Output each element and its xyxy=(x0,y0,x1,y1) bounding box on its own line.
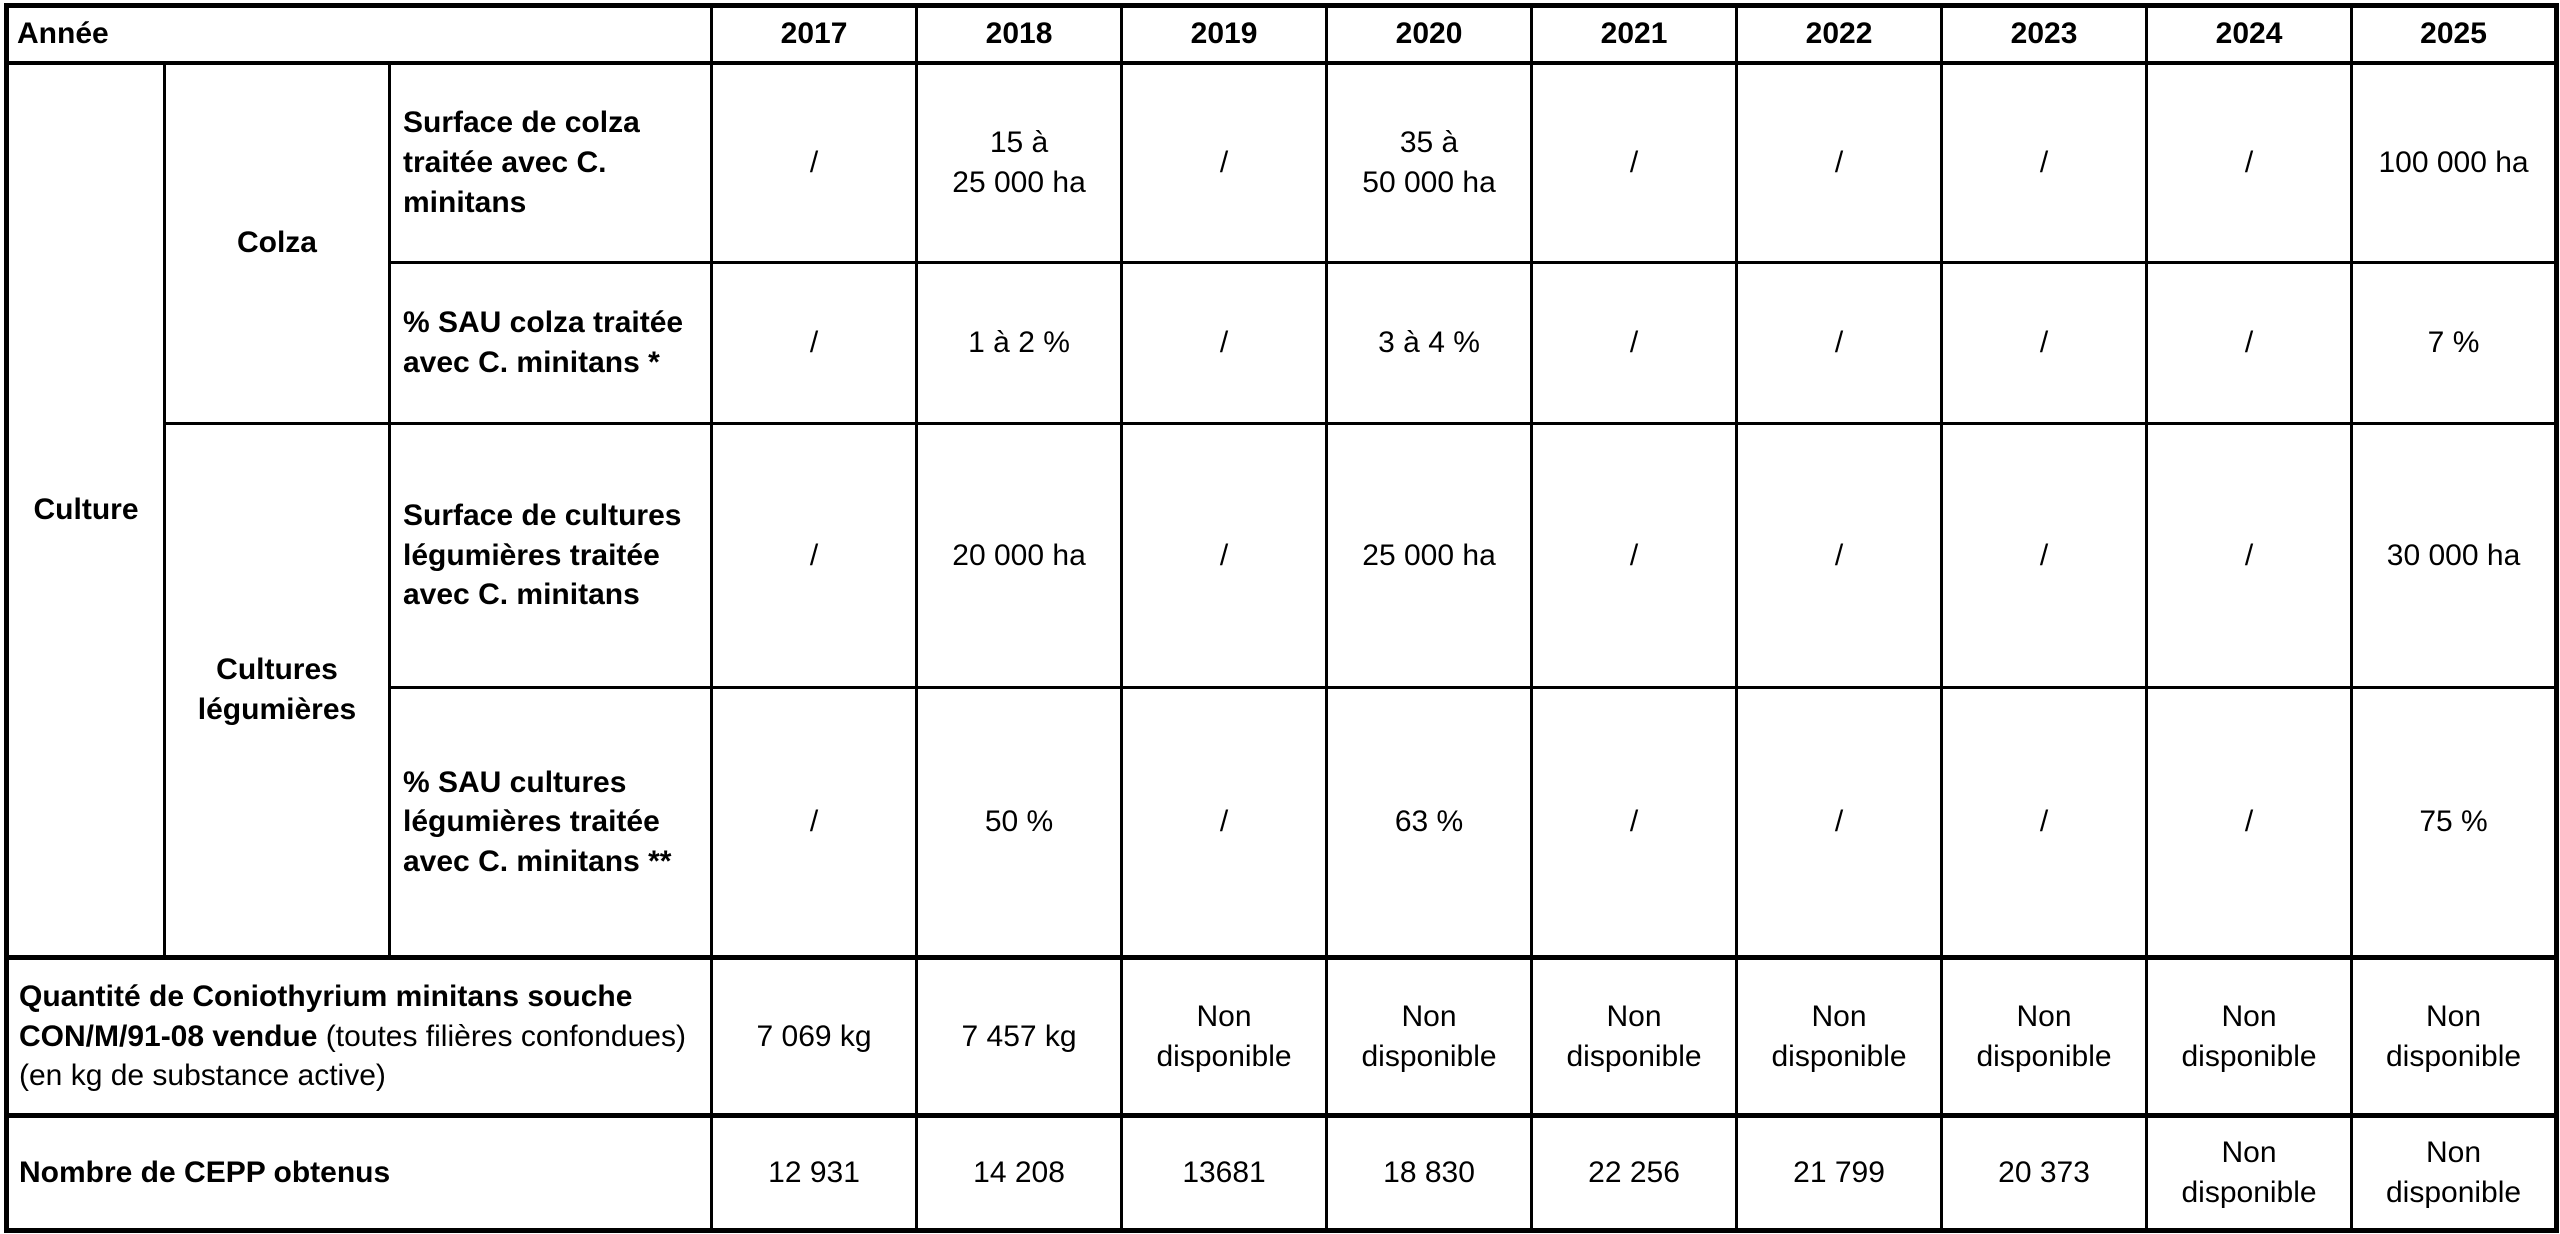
value-cell: / xyxy=(710,261,919,425)
year-header-2022: 2022 xyxy=(1735,4,1944,65)
value-cell: Non disponible xyxy=(1325,955,1534,1117)
value-cell: / xyxy=(1940,61,2149,264)
value-cell: 63 % xyxy=(1325,686,1534,959)
value-cell: 7 % xyxy=(2350,261,2559,425)
value-cell: 22 256 xyxy=(1530,1113,1739,1232)
value-cell: / xyxy=(2145,261,2354,425)
surface-colza-label: Surface de colza traitée avec C. minitan… xyxy=(387,61,714,264)
cultures-legumieres-group-cell: Cultures légumières xyxy=(163,422,391,959)
value-cell: / xyxy=(1530,422,1739,689)
value-cell: / xyxy=(710,686,919,959)
value-cell: 12 931 xyxy=(710,1113,919,1232)
cepp-row-label: Nombre de CEPP obtenus xyxy=(4,1113,714,1232)
value-cell: / xyxy=(1940,261,2149,425)
year-header-2017: 2017 xyxy=(710,4,919,65)
value-cell: 3 à 4 % xyxy=(1325,261,1534,425)
year-header-2018: 2018 xyxy=(915,4,1124,65)
value-cell: 15 à 25 000 ha xyxy=(915,61,1124,264)
value-cell: / xyxy=(1120,686,1329,959)
year-header-2021: 2021 xyxy=(1530,4,1739,65)
value-cell: 75 % xyxy=(2350,686,2559,959)
cepp-data-table: Année 2017 2018 2019 2020 2021 2022 2023… xyxy=(4,3,2560,1233)
culture-group-cell: Culture xyxy=(5,61,166,959)
value-cell: Non disponible xyxy=(2145,1113,2354,1232)
value-cell: Non disponible xyxy=(2350,1113,2559,1232)
value-cell: Non disponible xyxy=(2145,955,2354,1117)
value-cell: Non disponible xyxy=(2350,955,2559,1117)
value-cell: / xyxy=(2145,422,2354,689)
value-cell: 13681 xyxy=(1120,1113,1329,1232)
year-header-2019: 2019 xyxy=(1120,4,1329,65)
value-cell: / xyxy=(710,61,919,264)
sau-legumieres-label: % SAU cultures légumières traitée avec C… xyxy=(387,686,714,959)
row-cepp-count: Nombre de CEPP obtenus 12 931 14 208 136… xyxy=(4,1113,2559,1232)
value-cell: 25 000 ha xyxy=(1325,422,1534,689)
quantity-row-label: Quantité de Coniothyrium minitans souche… xyxy=(4,955,714,1117)
surface-legumieres-label: Surface de cultures légumières traitée a… xyxy=(387,422,714,689)
year-header-2023: 2023 xyxy=(1940,4,2149,65)
value-cell: Non disponible xyxy=(1120,955,1329,1117)
value-cell: / xyxy=(1120,261,1329,425)
value-cell: / xyxy=(1530,686,1739,959)
value-cell: / xyxy=(2145,61,2354,264)
value-cell: / xyxy=(1735,422,1944,689)
year-header-2020: 2020 xyxy=(1325,4,1534,65)
value-cell: / xyxy=(1530,61,1739,264)
year-header-2024: 2024 xyxy=(2145,4,2354,65)
value-cell: 20 000 ha xyxy=(915,422,1124,689)
value-cell: 21 799 xyxy=(1735,1113,1944,1232)
value-cell: / xyxy=(1120,422,1329,689)
value-cell: Non disponible xyxy=(1940,955,2149,1117)
row-quantity-sold: Quantité de Coniothyrium minitans souche… xyxy=(4,955,2559,1117)
value-cell: / xyxy=(710,422,919,689)
row-surface-colza: Culture Colza Surface de colza traitée a… xyxy=(5,61,2559,959)
value-cell: / xyxy=(1940,686,2149,959)
value-cell: 7 069 kg xyxy=(710,955,919,1117)
value-cell: 100 000 ha xyxy=(2350,61,2559,264)
value-cell: 20 373 xyxy=(1940,1113,2149,1232)
value-cell: 50 % xyxy=(915,686,1124,959)
colza-group-cell: Colza xyxy=(163,61,391,425)
value-cell: / xyxy=(2145,686,2354,959)
quantity-label-regular: (toutes filières confondues) (en kg de s… xyxy=(19,1019,686,1093)
row-sau-colza: % SAU colza traitée avec C. minitans * /… xyxy=(7,261,2559,425)
value-cell: 7 457 kg xyxy=(915,955,1124,1117)
row-surface-legumieres: Cultures légumières Surface de cultures … xyxy=(7,422,2559,959)
value-cell: 35 à 50 000 ha xyxy=(1325,61,1534,264)
annee-header-cell: Année xyxy=(4,4,714,65)
value-cell: 18 830 xyxy=(1325,1113,1534,1232)
value-cell: Non disponible xyxy=(1735,955,1944,1117)
value-cell: Non disponible xyxy=(1530,955,1739,1117)
value-cell: 14 208 xyxy=(915,1113,1124,1232)
quantity-label-bold: Quantité de Coniothyrium minitans souche… xyxy=(19,980,633,1053)
year-header-row: Année 2017 2018 2019 2020 2021 2022 2023… xyxy=(4,4,2560,65)
year-header-2025: 2025 xyxy=(2350,4,2560,65)
value-cell: / xyxy=(1735,686,1944,959)
value-cell: / xyxy=(1735,261,1944,425)
value-cell: / xyxy=(1940,422,2149,689)
value-cell: 1 à 2 % xyxy=(915,261,1124,425)
value-cell: / xyxy=(1120,61,1329,264)
value-cell: / xyxy=(1735,61,1944,264)
sau-colza-label: % SAU colza traitée avec C. minitans * xyxy=(387,261,714,425)
row-sau-legumieres: % SAU cultures légumières traitée avec C… xyxy=(7,686,2559,959)
value-cell: 30 000 ha xyxy=(2350,422,2559,689)
value-cell: / xyxy=(1530,261,1739,425)
